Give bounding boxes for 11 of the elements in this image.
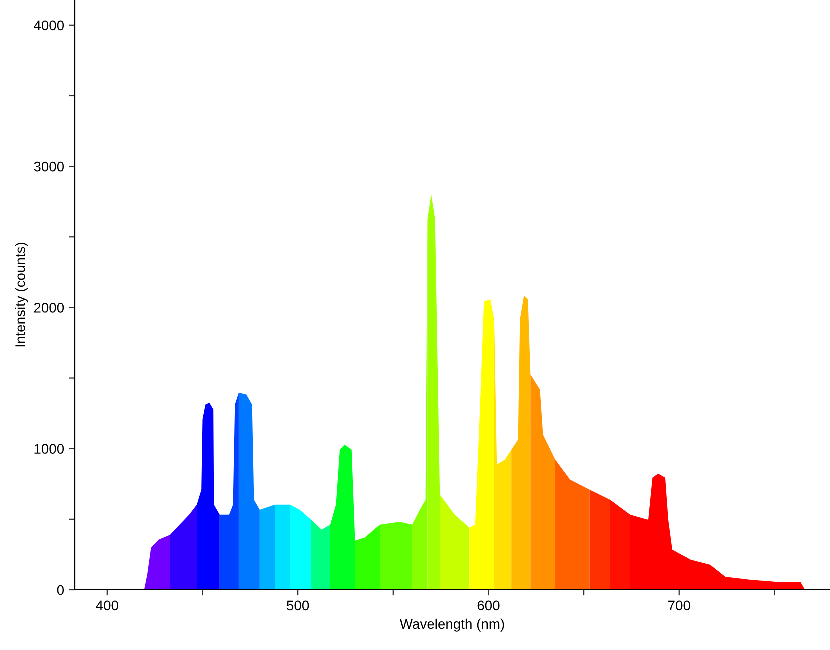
y-tick-label: 1000 <box>34 444 64 454</box>
x-tick-label: 500 <box>287 600 310 611</box>
x-tick-label: 700 <box>668 600 690 611</box>
y-tick-label: 4000 <box>34 20 64 31</box>
x-axis-title: Wavelength (nm) <box>400 618 504 632</box>
y-tick-label: 3000 <box>34 162 64 172</box>
y-tick-label: 0 <box>57 585 64 596</box>
y-tick-label: 2000 <box>34 303 64 313</box>
x-tick-label: 400 <box>96 600 118 611</box>
y-axis-title: Intensity (counts) <box>15 242 28 347</box>
x-tick-label: 600 <box>478 600 500 611</box>
